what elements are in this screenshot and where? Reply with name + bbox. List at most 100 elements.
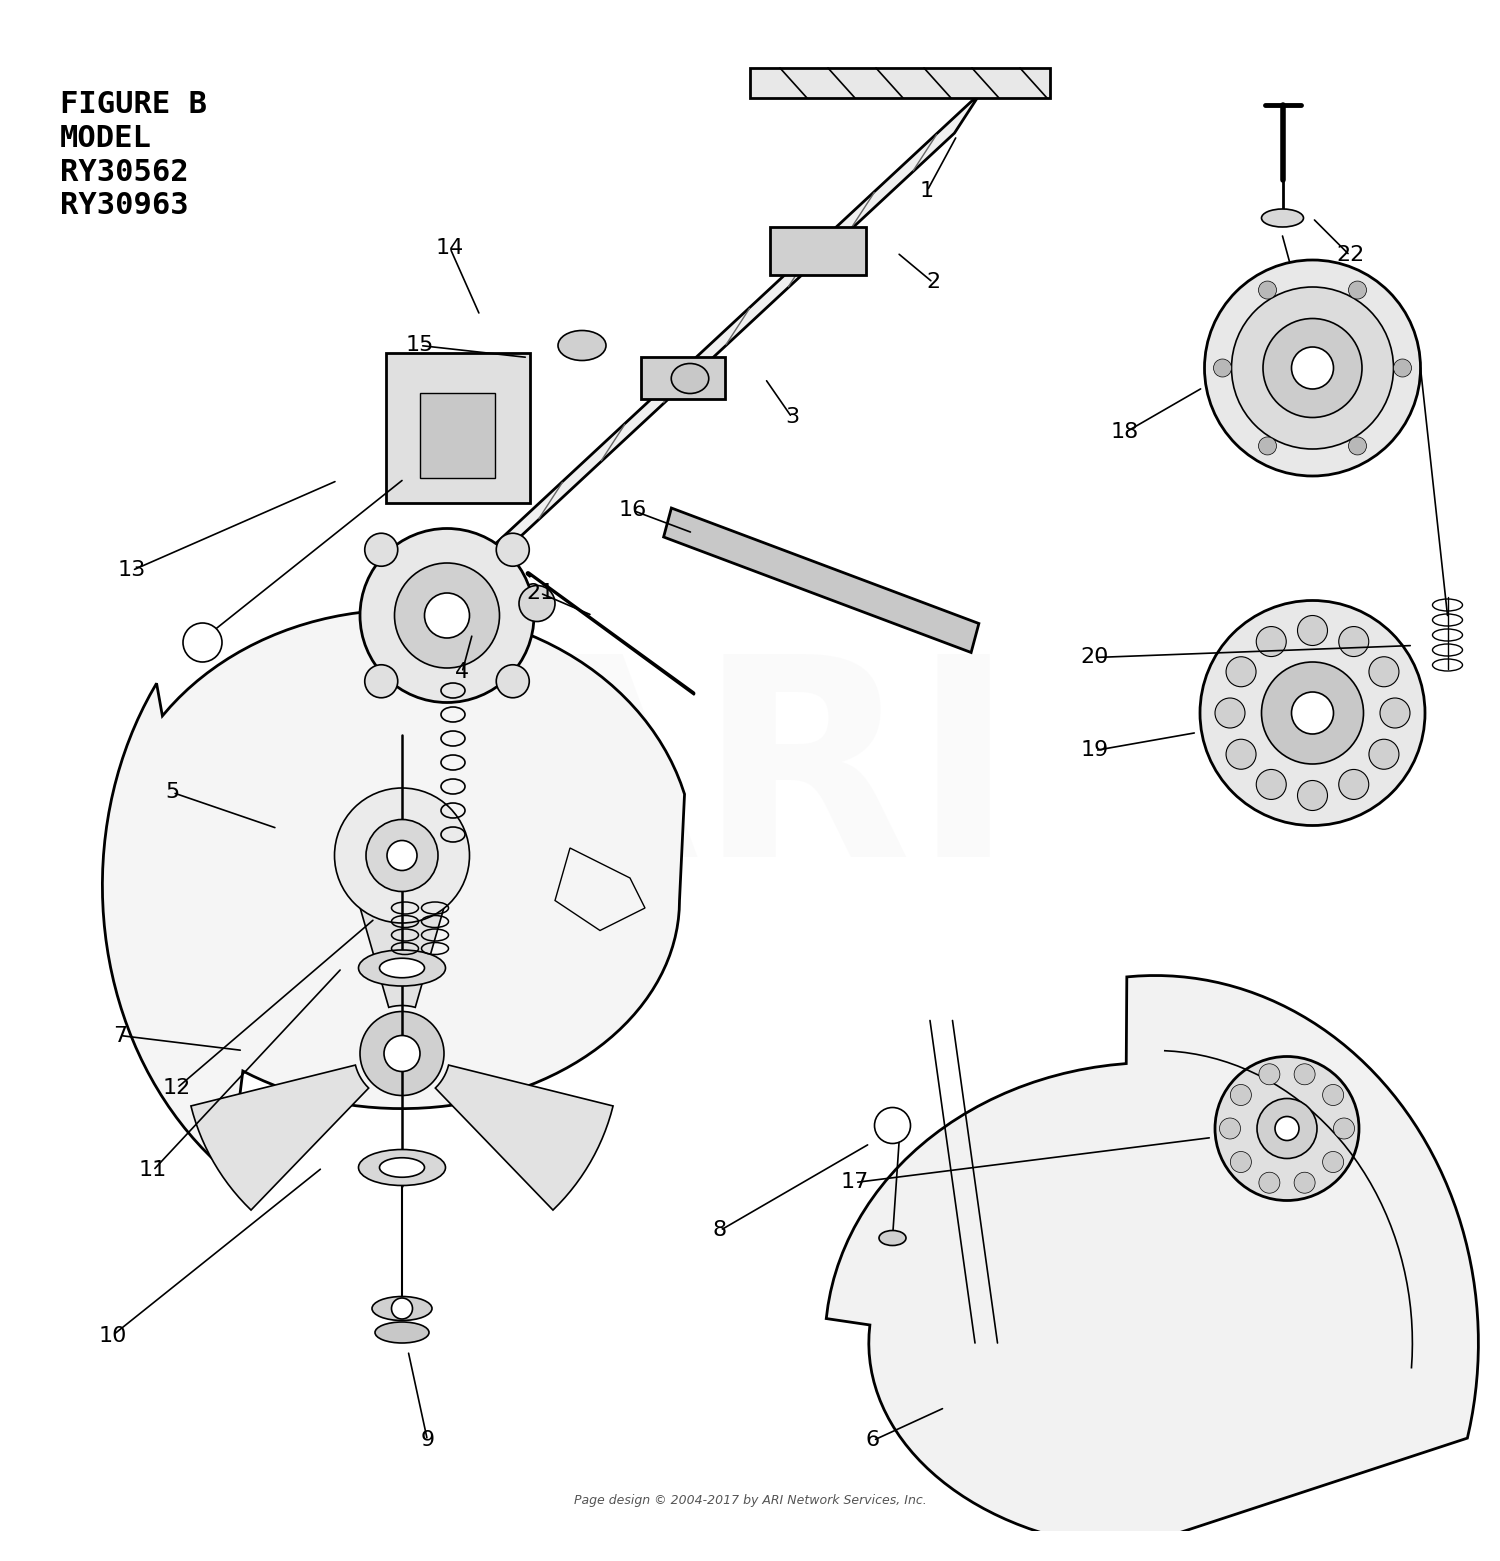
Polygon shape: [640, 357, 724, 400]
Ellipse shape: [1262, 209, 1304, 226]
Circle shape: [1215, 1057, 1359, 1200]
Circle shape: [1258, 1172, 1280, 1193]
Circle shape: [874, 1107, 910, 1144]
Circle shape: [496, 534, 530, 567]
Circle shape: [1323, 1085, 1344, 1105]
Circle shape: [1338, 626, 1368, 657]
Ellipse shape: [879, 1230, 906, 1246]
Circle shape: [392, 1299, 412, 1319]
Text: 9: 9: [420, 1430, 435, 1450]
Polygon shape: [190, 1065, 369, 1210]
Circle shape: [394, 564, 500, 668]
Ellipse shape: [358, 951, 446, 987]
Circle shape: [1292, 692, 1334, 734]
Circle shape: [1263, 318, 1362, 417]
Circle shape: [496, 665, 530, 698]
Polygon shape: [435, 1065, 614, 1210]
Polygon shape: [663, 507, 980, 652]
Circle shape: [1394, 359, 1411, 378]
Ellipse shape: [358, 1149, 446, 1185]
Text: 22: 22: [1336, 245, 1364, 265]
Text: 8: 8: [712, 1221, 728, 1241]
Polygon shape: [750, 69, 1050, 98]
Circle shape: [1232, 287, 1394, 450]
Circle shape: [183, 623, 222, 662]
Circle shape: [387, 840, 417, 871]
Text: 14: 14: [436, 237, 463, 258]
Circle shape: [1298, 615, 1328, 646]
Circle shape: [1200, 601, 1425, 826]
Circle shape: [1214, 359, 1231, 378]
Polygon shape: [422, 92, 981, 628]
Circle shape: [1298, 780, 1328, 810]
Circle shape: [1257, 1099, 1317, 1158]
Text: 6: 6: [865, 1430, 880, 1450]
Ellipse shape: [372, 1297, 432, 1321]
Circle shape: [1334, 1118, 1354, 1140]
Circle shape: [519, 585, 555, 621]
Text: 12: 12: [164, 1079, 190, 1097]
Circle shape: [364, 665, 398, 698]
Circle shape: [424, 593, 470, 638]
Circle shape: [384, 1035, 420, 1071]
Text: Page design © 2004-2017 by ARI Network Services, Inc.: Page design © 2004-2017 by ARI Network S…: [573, 1494, 927, 1506]
Circle shape: [1258, 437, 1276, 454]
Circle shape: [364, 534, 398, 567]
Polygon shape: [420, 393, 495, 478]
Text: 5: 5: [165, 782, 180, 802]
Circle shape: [1230, 1085, 1251, 1105]
Text: 21: 21: [526, 582, 554, 603]
Polygon shape: [770, 226, 865, 275]
Circle shape: [1226, 740, 1256, 770]
Text: 3: 3: [784, 407, 800, 428]
Ellipse shape: [558, 331, 606, 361]
Circle shape: [366, 820, 438, 891]
Text: 20: 20: [1082, 648, 1108, 668]
Circle shape: [360, 1012, 444, 1096]
Circle shape: [1275, 1116, 1299, 1141]
Text: 4: 4: [454, 662, 470, 682]
Ellipse shape: [380, 1158, 424, 1177]
Text: 13: 13: [118, 560, 146, 581]
Circle shape: [1258, 1063, 1280, 1085]
Circle shape: [1292, 347, 1334, 389]
Ellipse shape: [380, 958, 424, 977]
Circle shape: [1380, 698, 1410, 727]
Text: 17: 17: [842, 1172, 868, 1193]
Text: 1: 1: [920, 181, 934, 201]
Circle shape: [1226, 657, 1256, 687]
Text: 18: 18: [1112, 423, 1138, 442]
Ellipse shape: [375, 1322, 429, 1342]
Text: 10: 10: [99, 1325, 126, 1346]
Polygon shape: [555, 848, 645, 930]
Circle shape: [1338, 770, 1368, 799]
Circle shape: [1370, 740, 1400, 770]
Polygon shape: [827, 976, 1479, 1549]
Text: 2: 2: [926, 273, 940, 292]
Circle shape: [1294, 1063, 1316, 1085]
Text: 16: 16: [620, 501, 646, 520]
Circle shape: [1323, 1152, 1344, 1172]
Circle shape: [1204, 261, 1420, 476]
Text: 11: 11: [140, 1160, 166, 1180]
Circle shape: [1370, 657, 1400, 687]
Circle shape: [1258, 281, 1276, 300]
Circle shape: [1348, 281, 1366, 300]
Circle shape: [1348, 437, 1366, 454]
Polygon shape: [102, 610, 684, 1174]
Text: FIGURE B
MODEL
RY30562
RY30963: FIGURE B MODEL RY30562 RY30963: [60, 91, 207, 220]
Circle shape: [1215, 698, 1245, 727]
Text: 7: 7: [112, 1026, 128, 1046]
Circle shape: [1220, 1118, 1240, 1140]
Circle shape: [360, 529, 534, 702]
Polygon shape: [386, 353, 530, 503]
Circle shape: [334, 788, 470, 923]
Circle shape: [1257, 626, 1286, 657]
Text: ARI: ARI: [484, 646, 1016, 915]
Text: 19: 19: [1082, 740, 1108, 760]
Circle shape: [1230, 1152, 1251, 1172]
Circle shape: [1294, 1172, 1316, 1193]
Circle shape: [1262, 662, 1364, 763]
Text: 15: 15: [406, 336, 433, 356]
Circle shape: [1256, 770, 1286, 799]
